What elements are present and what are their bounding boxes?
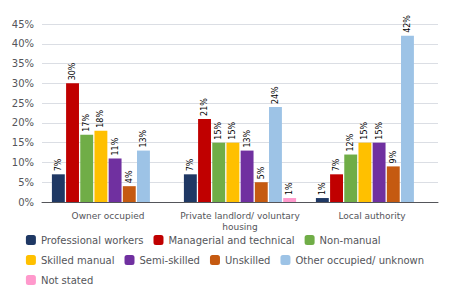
- svg-text:Non-manual: Non-manual: [320, 235, 381, 246]
- svg-text:15%: 15%: [214, 121, 223, 139]
- svg-text:25%: 25%: [12, 98, 34, 109]
- svg-text:15%: 15%: [360, 121, 369, 139]
- svg-text:Professional workers: Professional workers: [41, 235, 144, 246]
- svg-text:24%: 24%: [271, 86, 280, 104]
- svg-text:13%: 13%: [139, 129, 148, 147]
- svg-text:7%: 7%: [332, 158, 341, 171]
- svg-text:5%: 5%: [18, 177, 34, 188]
- svg-text:housing: housing: [222, 222, 258, 232]
- svg-text:15%: 15%: [228, 121, 237, 139]
- svg-text:Unskilled: Unskilled: [225, 255, 271, 266]
- svg-text:Local authority: Local authority: [338, 211, 406, 221]
- svg-text:12%: 12%: [346, 133, 355, 151]
- svg-text:11%: 11%: [111, 137, 120, 155]
- svg-text:42%: 42%: [403, 15, 412, 33]
- svg-text:Semi-skilled: Semi-skilled: [140, 255, 200, 266]
- svg-text:Owner occupied: Owner occupied: [72, 211, 145, 221]
- svg-text:1%: 1%: [285, 182, 294, 195]
- svg-text:10%: 10%: [12, 157, 34, 168]
- svg-text:7%: 7%: [186, 158, 195, 171]
- svg-text:21%: 21%: [200, 98, 209, 116]
- svg-text:30%: 30%: [12, 78, 34, 89]
- svg-text:1%: 1%: [318, 182, 327, 195]
- svg-text:20%: 20%: [12, 117, 34, 128]
- svg-text:4%: 4%: [125, 170, 134, 183]
- svg-text:Other occupied/ unknown: Other occupied/ unknown: [295, 255, 424, 266]
- svg-text:Not stated: Not stated: [41, 275, 93, 286]
- svg-text:15%: 15%: [375, 121, 384, 139]
- svg-text:13%: 13%: [243, 129, 252, 147]
- svg-text:17%: 17%: [82, 114, 91, 132]
- svg-text:45%: 45%: [12, 19, 34, 30]
- svg-text:35%: 35%: [12, 58, 34, 69]
- svg-text:40%: 40%: [12, 38, 34, 49]
- svg-text:30%: 30%: [68, 62, 77, 80]
- svg-text:5%: 5%: [257, 166, 266, 179]
- svg-text:15%: 15%: [12, 137, 34, 148]
- svg-text:0%: 0%: [18, 197, 34, 208]
- svg-text:Skilled manual: Skilled manual: [41, 255, 115, 266]
- svg-text:Managerial and technical: Managerial and technical: [168, 235, 294, 246]
- svg-text:Private landlord/ voluntary: Private landlord/ voluntary: [180, 211, 300, 221]
- svg-text:9%: 9%: [389, 150, 398, 163]
- svg-text:7%: 7%: [54, 158, 63, 171]
- svg-text:18%: 18%: [96, 110, 105, 128]
